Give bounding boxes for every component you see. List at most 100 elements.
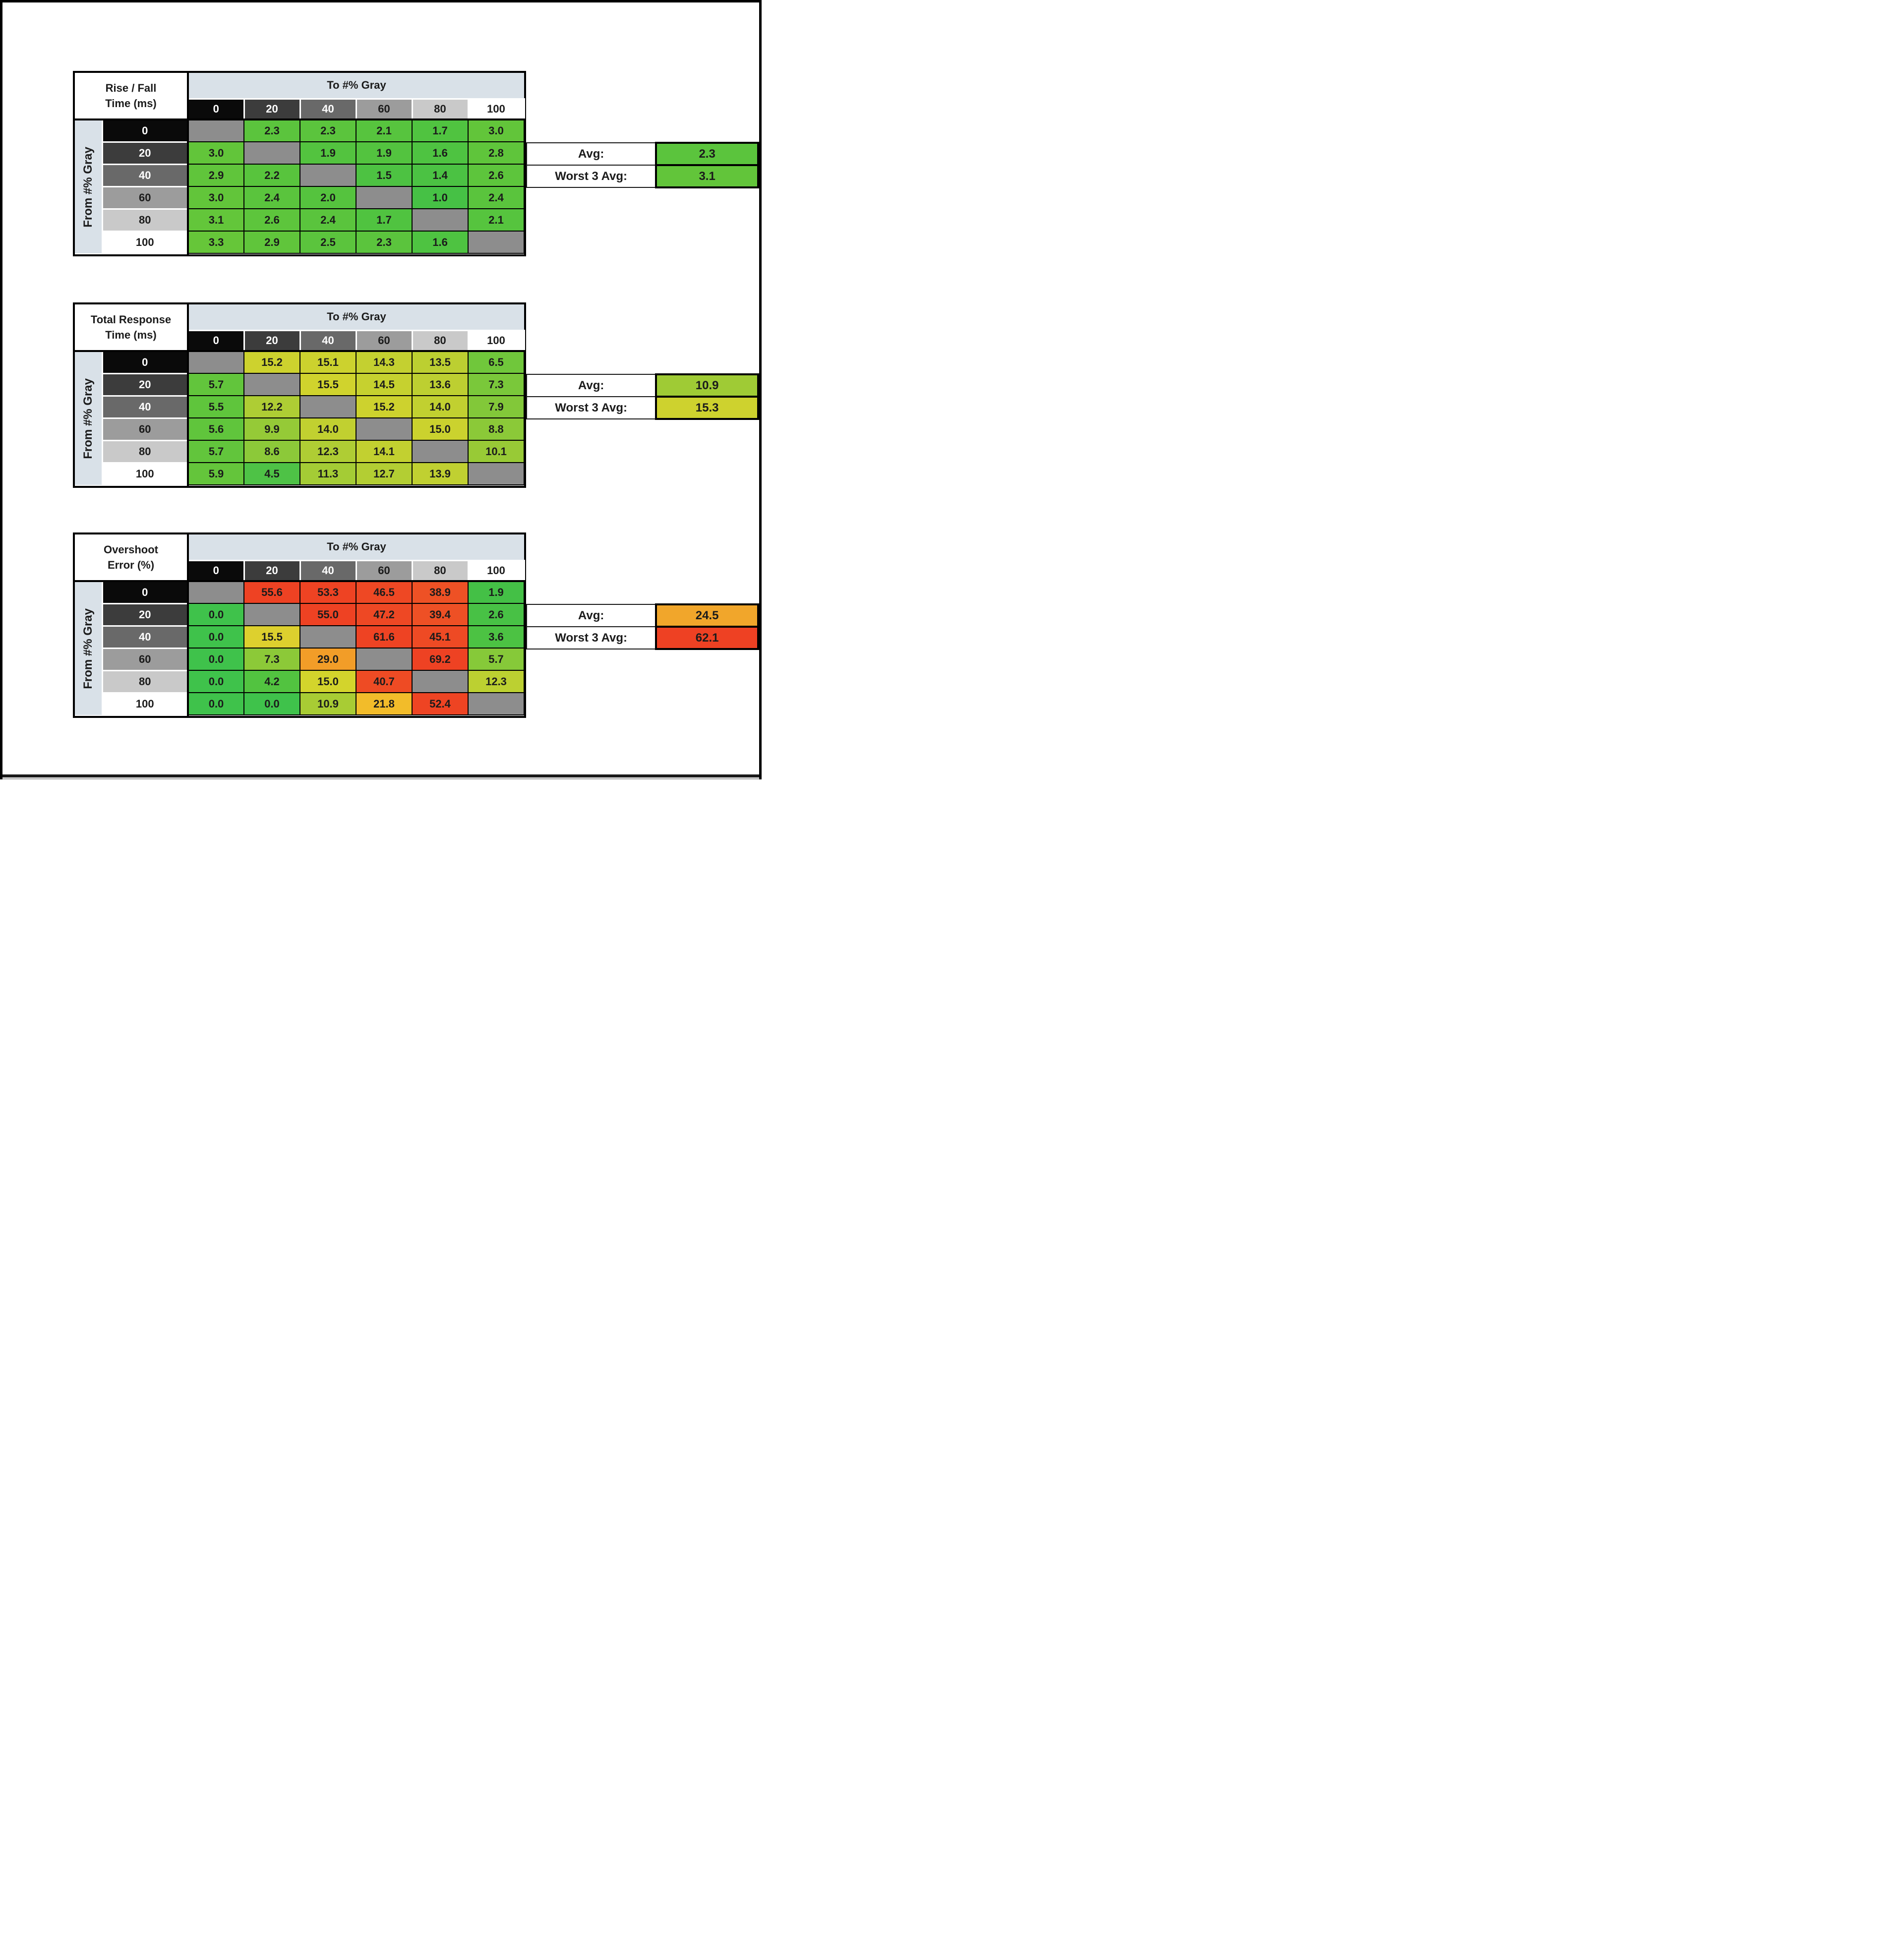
- value-cell: 3.0: [468, 118, 525, 142]
- worst3-avg-label: Worst 3 Avg:: [526, 165, 657, 188]
- from-gray-header-text: From #% Gray: [81, 378, 95, 459]
- table-title-line1: Rise / Fall: [105, 81, 157, 94]
- col-header-40: 40: [299, 559, 357, 582]
- diagonal-cell: [243, 141, 301, 165]
- value-cell: 40.7: [356, 670, 413, 693]
- value-cell: 1.5: [356, 164, 413, 187]
- value-cell: 4.2: [243, 670, 300, 693]
- value-cell: 8.6: [243, 440, 300, 463]
- col-header-0: 0: [187, 98, 245, 120]
- table-title-line2: Time (ms): [105, 97, 157, 110]
- value-cell: 7.3: [467, 373, 525, 396]
- to-gray-header: To #% Gray: [188, 534, 525, 561]
- diagonal-cell: [468, 231, 525, 254]
- value-cell: 2.4: [299, 208, 357, 232]
- value-cell: 3.3: [187, 231, 245, 254]
- diagonal-cell: [187, 350, 244, 374]
- value-cell: 15.5: [299, 373, 357, 396]
- value-cell: 15.2: [243, 350, 300, 374]
- value-cell: 14.3: [356, 350, 413, 374]
- row-header-100: 100: [101, 230, 189, 254]
- page-bottom-border: [2, 774, 759, 777]
- table-title-line1: Overshoot: [103, 543, 159, 556]
- col-header-100: 100: [467, 329, 525, 352]
- value-cell: 2.9: [187, 164, 245, 187]
- worst3-avg-value: 15.3: [655, 396, 759, 420]
- value-cell: 5.7: [467, 648, 525, 671]
- value-cell: 2.4: [468, 186, 525, 209]
- value-cell: 1.9: [467, 580, 525, 604]
- from-gray-header: From #% Gray: [75, 119, 103, 253]
- value-cell: 8.8: [467, 417, 525, 441]
- value-cell: 2.3: [356, 231, 413, 254]
- value-cell: 21.8: [356, 692, 413, 715]
- diagonal-cell: [412, 208, 469, 232]
- diagonal-cell: [187, 580, 244, 604]
- value-cell: 1.4: [412, 164, 469, 187]
- row-header-100: 100: [101, 692, 189, 716]
- summary-box: Avg: 10.9 Worst 3 Avg: 15.3: [526, 373, 759, 420]
- col-header-0: 0: [187, 559, 245, 582]
- col-header-0: 0: [187, 329, 245, 352]
- avg-value: 2.3: [655, 142, 759, 166]
- value-cell: 14.5: [356, 373, 413, 396]
- row-header-100: 100: [101, 462, 189, 486]
- value-cell: 5.7: [187, 440, 244, 463]
- avg-value: 24.5: [655, 603, 759, 628]
- response-time-report: Rise / Fall Time (ms) To #% Gray 0 20 40 60 80 1…: [0, 0, 762, 779]
- value-cell: 2.1: [356, 118, 413, 142]
- avg-label: Avg:: [526, 604, 657, 627]
- value-cell: 15.2: [356, 395, 413, 418]
- value-cell: 0.0: [243, 692, 300, 715]
- col-header-40: 40: [299, 329, 357, 352]
- col-header-60: 60: [355, 98, 413, 120]
- row-header-40: 40: [101, 625, 189, 649]
- value-cell: 10.1: [467, 440, 525, 463]
- col-header-100: 100: [467, 559, 525, 582]
- value-cell: 13.5: [412, 350, 469, 374]
- diagonal-cell: [467, 462, 525, 485]
- summary-box: Avg: 2.3 Worst 3 Avg: 3.1: [526, 142, 759, 188]
- value-cell: 6.5: [467, 350, 525, 374]
- value-cell: 55.0: [299, 603, 357, 626]
- value-cell: 0.0: [187, 670, 244, 693]
- value-cell: 7.9: [467, 395, 525, 418]
- value-cell: 0.0: [187, 603, 244, 626]
- col-header-20: 20: [243, 559, 301, 582]
- from-gray-header-text: From #% Gray: [81, 146, 95, 228]
- table-title-line1: Total Response: [90, 313, 172, 326]
- value-cell: 0.0: [187, 692, 244, 715]
- value-cell: 14.0: [299, 417, 357, 441]
- value-cell: 9.9: [243, 417, 300, 441]
- diagonal-cell: [356, 648, 413, 671]
- avg-label: Avg:: [526, 142, 657, 166]
- value-cell: 12.7: [356, 462, 413, 485]
- value-cell: 1.6: [412, 231, 469, 254]
- value-cell: 3.1: [187, 208, 245, 232]
- col-header-40: 40: [299, 98, 357, 120]
- row-header-80: 80: [101, 439, 189, 464]
- diagonal-cell: [299, 395, 357, 418]
- col-header-100: 100: [467, 98, 525, 120]
- col-header-20: 20: [243, 98, 301, 120]
- row-header-80: 80: [101, 669, 189, 694]
- value-cell: 52.4: [412, 692, 469, 715]
- value-cell: 5.7: [187, 373, 244, 396]
- from-gray-header-text: From #% Gray: [81, 608, 95, 689]
- diagonal-cell: [243, 373, 300, 396]
- value-cell: 3.0: [187, 186, 245, 209]
- diagonal-cell: [299, 164, 357, 187]
- worst3-avg-label: Worst 3 Avg:: [526, 626, 657, 650]
- value-cell: 14.1: [356, 440, 413, 463]
- value-cell: 15.5: [243, 625, 300, 649]
- row-header-0: 0: [101, 580, 189, 604]
- worst3-avg-value: 3.1: [655, 164, 759, 188]
- value-cell: 0.0: [187, 648, 244, 671]
- value-cell: 39.4: [412, 603, 469, 626]
- row-header-20: 20: [101, 372, 189, 397]
- row-header-40: 40: [101, 163, 189, 187]
- avg-value: 10.9: [655, 373, 759, 398]
- table-title: Overshoot Error (%): [75, 534, 189, 582]
- value-cell: 11.3: [299, 462, 357, 485]
- value-cell: 7.3: [243, 648, 300, 671]
